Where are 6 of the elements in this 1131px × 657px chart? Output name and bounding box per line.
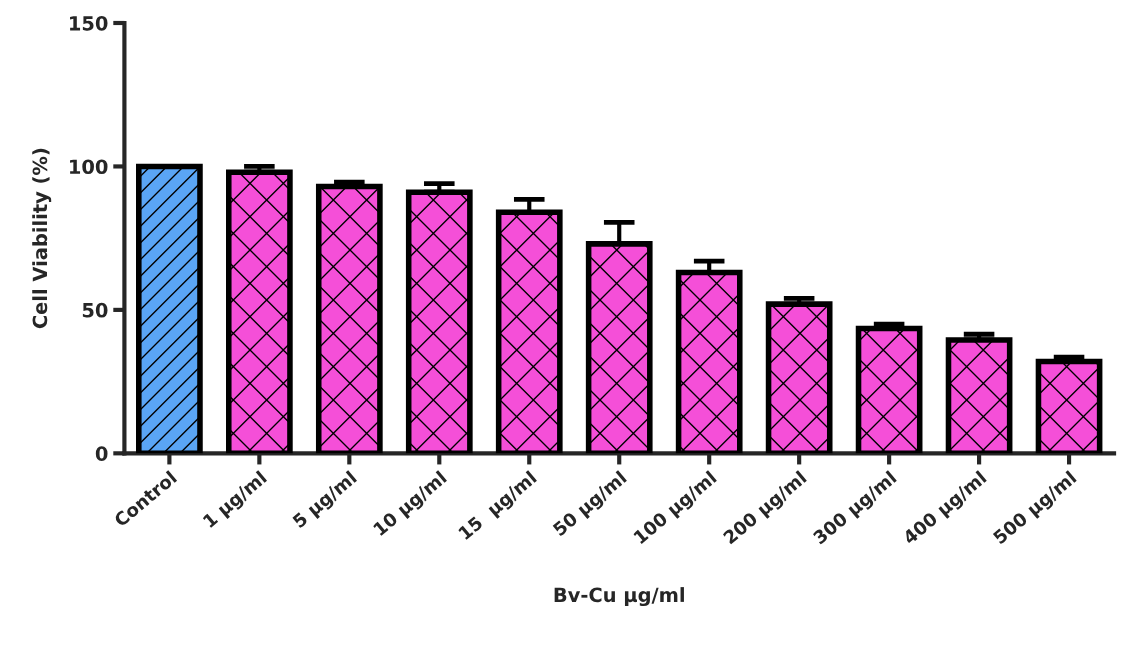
y-tick-label: 100	[70, 159, 108, 175]
y-tick-label: 150	[70, 15, 108, 31]
x-axis-title: Bv-Cu µg/ml	[554, 587, 684, 607]
y-tick-label: 50	[82, 302, 108, 318]
y-tick-label: 0	[95, 446, 108, 461]
y-axis-title: Cell Viability (%)	[32, 148, 52, 329]
